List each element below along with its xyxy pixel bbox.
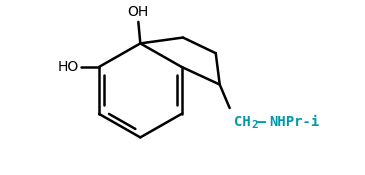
Text: OH: OH <box>128 5 149 19</box>
Text: CH: CH <box>234 115 250 129</box>
Text: 2: 2 <box>251 120 258 130</box>
Text: —: — <box>257 114 266 129</box>
Text: NHPr-i: NHPr-i <box>269 115 320 129</box>
Text: HO: HO <box>58 60 79 74</box>
